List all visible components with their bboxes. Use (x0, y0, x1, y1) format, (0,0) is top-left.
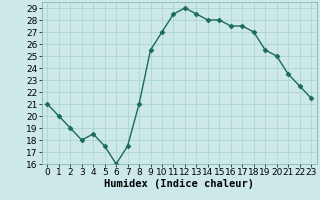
X-axis label: Humidex (Indice chaleur): Humidex (Indice chaleur) (104, 179, 254, 189)
